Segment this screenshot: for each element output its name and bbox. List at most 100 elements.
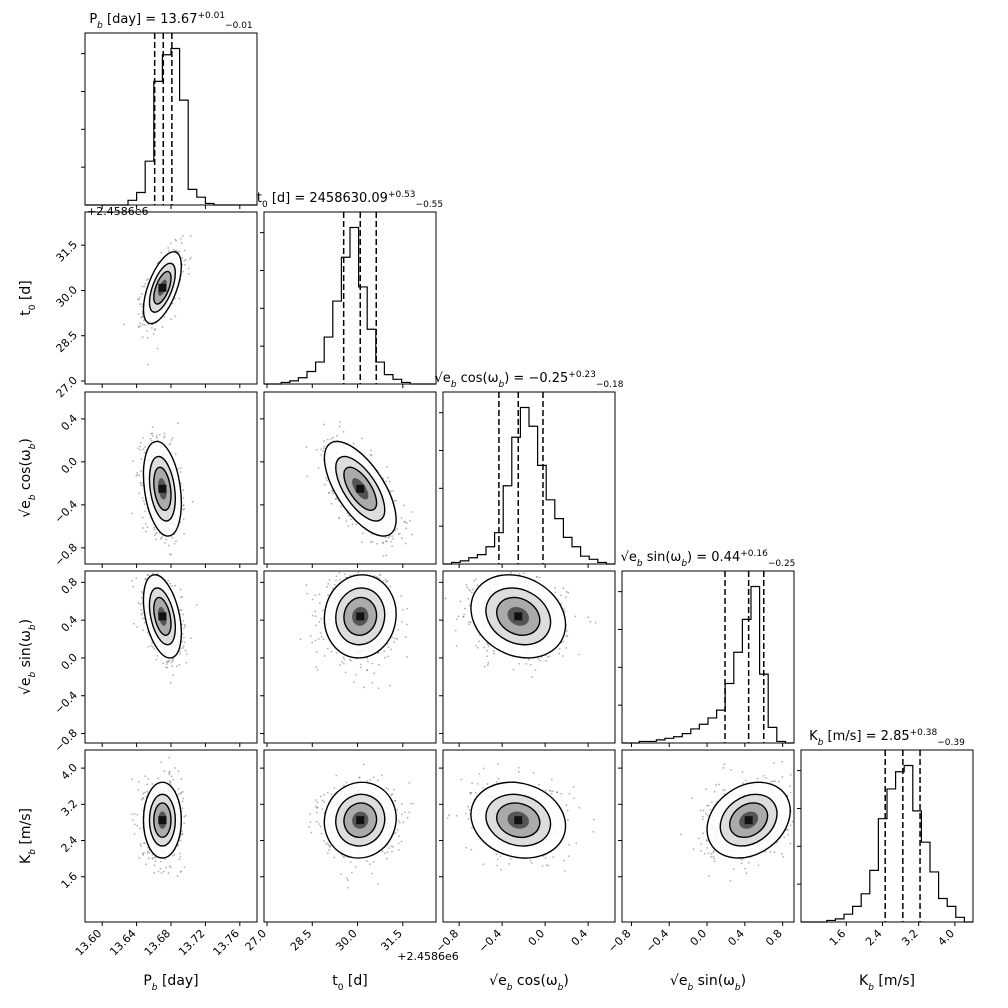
sample-point [157,870,160,873]
sample-point [137,602,140,604]
sample-point [180,870,183,873]
sample-point [410,511,413,513]
sample-point [478,640,480,643]
sample-point [160,872,163,874]
sample-point [387,646,390,649]
sample-point [178,663,181,666]
title-Pb-part: [day] = [103,12,160,27]
sample-point [168,443,171,446]
sample-point [472,588,474,591]
sample-point [139,445,142,448]
sample-point [554,587,557,589]
sample-point [387,536,390,539]
sample-point [335,575,338,578]
title-esin-part: +0.16 [740,549,768,559]
sample-point [465,583,468,586]
sample-point [314,615,317,618]
sample-point [168,756,171,759]
sample-point [163,436,165,439]
sample-point [397,629,400,631]
sample-point [165,866,167,869]
sample-point [183,627,185,630]
sample-point [154,860,157,863]
sample-point [182,797,185,800]
sample-point [182,644,185,647]
sample-point [525,662,528,665]
sample-point [338,425,341,428]
title-t0-part: [d] = [268,191,310,206]
sample-point [174,238,177,241]
sample-point [510,571,512,574]
sample-point [183,641,186,644]
sample-point [332,492,335,495]
panel-ecos-t0 [260,391,437,568]
sample-point [560,594,562,597]
sample-point [155,658,158,661]
sample-point [159,867,162,870]
sample-point [323,423,326,426]
y-tick-label-esin: −0.4 [52,689,80,717]
sample-point [143,319,145,322]
sample-point [321,609,324,612]
sample-point [562,640,565,643]
sample-point [474,578,477,581]
sample-point [405,527,408,530]
sample-point [392,537,395,540]
sample-point [391,535,394,538]
sample-point [183,507,186,510]
sample-point [182,518,185,521]
sample-point [172,248,175,251]
sample-point [137,788,140,791]
sample-point [150,327,153,329]
sample-point [143,621,146,624]
sample-point [357,571,360,574]
sample-point [406,607,409,610]
sample-point [314,594,317,597]
sample-point [400,595,403,597]
histogram-ecos [443,406,615,565]
sample-point [140,316,142,319]
sample-point [133,833,136,835]
y-tick-label-esin: 0.0 [59,651,81,673]
sample-point [174,584,177,587]
sample-point [355,523,358,526]
sample-point [143,842,146,845]
sample-point [182,613,185,616]
sample-point [538,659,541,662]
sample-point [326,585,328,588]
sample-point [183,822,186,825]
sample-point [492,650,495,653]
sample-point [176,875,179,878]
title-Pb-part: b [97,21,103,31]
sample-point [360,541,363,544]
sample-point [180,647,183,650]
sample-point [131,512,133,515]
sample-point [138,474,141,477]
sample-point [143,285,146,288]
sample-point [177,844,180,847]
sample-point [143,451,146,454]
sample-point [317,466,320,469]
sample-point [558,652,560,655]
sample-point [170,775,173,778]
sample-point [314,610,316,613]
sample-point [146,526,149,529]
sample-point [565,629,568,632]
sample-point [187,273,190,275]
sample-point [324,477,327,479]
sample-point [404,636,407,639]
sample-point [185,661,188,664]
sample-point [173,542,176,545]
sample-point [370,449,372,452]
sample-point [311,598,314,601]
sample-point [142,448,145,451]
sample-point [327,594,330,597]
sample-point [170,661,173,664]
sample-point [315,666,318,669]
sample-point [151,432,154,435]
sample-point [548,655,551,658]
panel-t0-Pb [81,211,258,388]
sample-point [140,458,143,461]
sample-point [179,652,182,655]
sample-point [394,637,396,640]
